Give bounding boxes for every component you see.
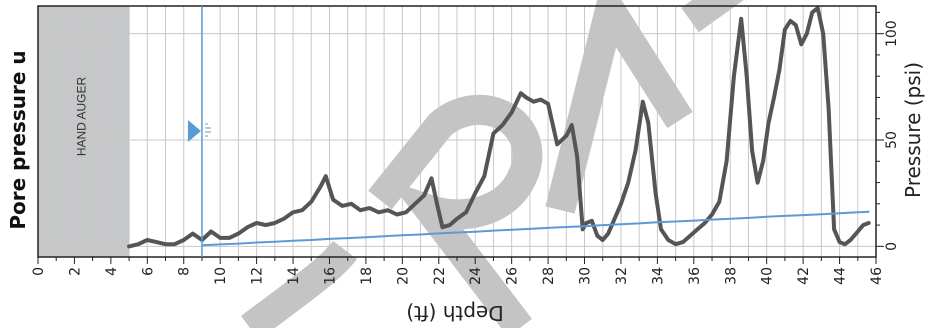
x-tick-label: 24 [468,267,484,285]
x-tick-label: 14 [286,267,302,285]
hand-auger-label: HAND AUGER [75,76,89,156]
water-table-icon [187,120,201,142]
x-tick-label: 36 [687,267,703,285]
x-tick-label: 4 [104,267,120,276]
x-tick-label: 32 [614,267,630,285]
x-tick-label: 6 [140,267,156,276]
x-tick-label: 8 [177,267,193,276]
x-axis-title: Depth (ft) [406,301,503,325]
x-tick-label: 18 [359,267,375,285]
y-tick-label: 0 [884,242,900,251]
x-tick-label: 0 [31,267,47,276]
y-tick-label: 50 [884,131,900,149]
series-lines [127,6,871,249]
series-line-2 [201,210,870,247]
x-tick-label: 28 [541,267,557,285]
x-tick-label: 40 [760,267,776,285]
y-axis-title-left: Pore pressure u [6,50,30,229]
x-axis-ticks: 0 2 4 6 8 10 12 14 16 18 20 22 24 26 28 30 32 34 36 38 40 42 4… [31,257,885,285]
x-tick-label: 34 [650,267,666,285]
x-tick-label: 26 [505,267,521,285]
x-tick-label: 20 [395,267,411,285]
x-tick-label: 10 [213,267,229,285]
x-tick-label: 46 [869,267,885,285]
x-tick-label: 2 [67,267,83,276]
watermark-letter-r [368,94,543,328]
watermark-letter-d [240,240,357,328]
hand-auger-shade [38,6,130,257]
x-tick-label: 22 [432,267,448,285]
y-axis-ticks: 0 50 100 [876,11,900,251]
annotations: HAND AUGER [75,6,211,257]
x-tick-label: 30 [578,267,594,285]
hand-auger-region [38,6,130,257]
x-tick-label: 16 [322,267,338,285]
watermark-letter-f [681,0,744,33]
x-tick-label: 12 [250,267,266,285]
y-tick-label: 100 [884,20,900,47]
x-tick-label: 42 [796,267,812,285]
x-tick-label: 38 [723,267,739,285]
y-axis-title-right: Pressure (psi) [901,62,925,198]
x-tick-label: 44 [833,267,849,285]
series-line-1 [127,6,871,249]
